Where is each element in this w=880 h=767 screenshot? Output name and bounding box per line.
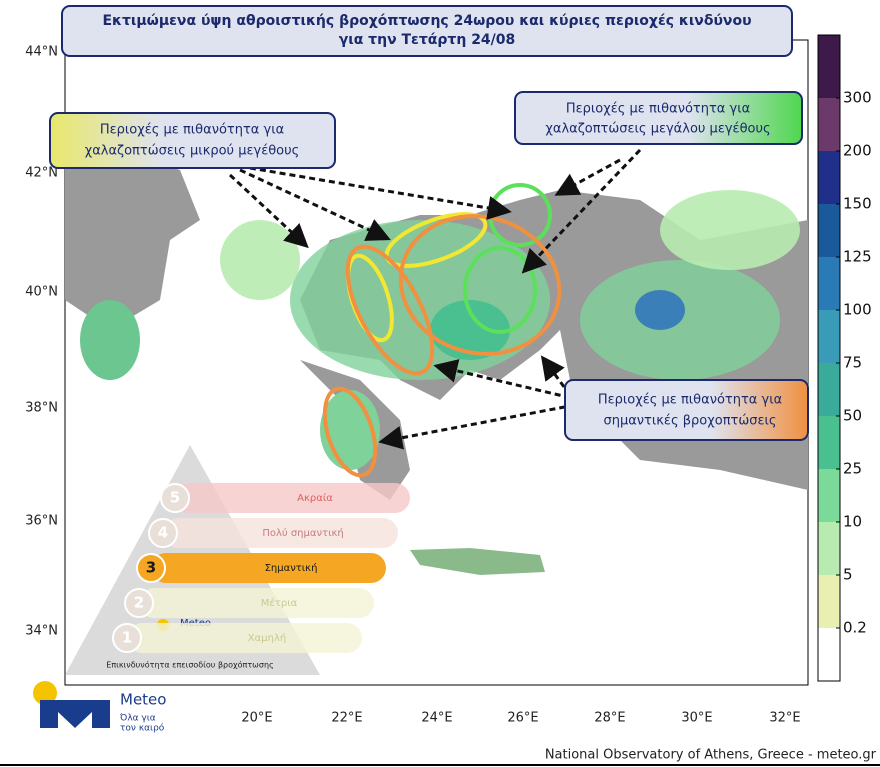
colorbar-label: 25 [843, 460, 862, 478]
colorbar-segment [818, 522, 840, 575]
callout-text: σημαντικές βροχοπτώσεις [603, 414, 776, 429]
lon-label: 22°E [331, 711, 362, 726]
colorbar-segment [818, 151, 840, 204]
colorbar-label: 10 [843, 513, 862, 531]
risk-badge [136, 553, 166, 583]
risk-badge [124, 588, 154, 618]
colorbar-segment [818, 628, 840, 681]
title: Εκτιμώμενα ύψη αθροιστικής βροχόπτωσης 2… [102, 13, 751, 29]
risk-pill [151, 553, 386, 583]
callout-small-hail: Περιοχές με πιθανότητα για χαλαζοπτώσεις… [49, 112, 336, 169]
longitude-labels: 20°E 22°E 24°E 26°E 28°E 30°E 32°E [241, 711, 800, 726]
callout-heavy-rain: Περιοχές με πιθανότητα για σημαντικές βρ… [564, 379, 809, 441]
risk-number: 4 [158, 524, 168, 542]
lon-label: 28°E [594, 711, 625, 726]
lat-label: 34°N [25, 624, 58, 639]
colorbar-segment [818, 98, 840, 151]
title: για την Τετάρτη 24/08 [339, 32, 516, 48]
latitude-labels: 44°N 42°N 40°N 38°N 36°N 34°N [25, 45, 58, 639]
lon-label: 20°E [241, 711, 272, 726]
logo-name: Meteo [120, 691, 166, 709]
colorbar-frame [817, 34, 841, 682]
risk-pill [175, 483, 410, 513]
risk-badge [148, 518, 178, 548]
colorbar-label: 300 [843, 89, 872, 107]
risk-number: 3 [146, 559, 156, 577]
risk-label: Σημαντική [265, 562, 318, 574]
colorbar-segment [818, 310, 840, 363]
logo-tagline: τον καιρό [120, 723, 165, 734]
risk-label: Ακραία [297, 492, 333, 504]
callout-text: Περιοχές με πιθανότητα για [100, 123, 284, 138]
colorbar-label: 150 [843, 195, 872, 213]
lon-label: 30°E [681, 711, 712, 726]
logo: Meteo Όλα για τον καιρό [33, 681, 166, 734]
risk-number: 1 [122, 629, 132, 647]
lat-label: 38°N [25, 401, 58, 416]
colorbar-label: 0.2 [843, 619, 867, 637]
risk-number: 2 [134, 594, 144, 612]
risk-label: Χαμηλή [248, 632, 286, 644]
colorbar-label: 200 [843, 142, 872, 160]
risk-pill [139, 588, 374, 618]
lat-label: 44°N [25, 45, 58, 60]
colorbar-segment [818, 363, 840, 416]
footer: National Observatory of Athens, Greece -… [545, 748, 877, 763]
risk-number: 5 [170, 489, 180, 507]
lat-label: 42°N [25, 166, 58, 181]
colorbar-segment [818, 469, 840, 522]
colorbar: 300 200 150 125 100 75 50 25 10 5 0.2 [817, 34, 872, 682]
risk-label: Μέτρια [261, 597, 298, 609]
lon-label: 26°E [507, 711, 538, 726]
colorbar-label: 50 [843, 407, 862, 425]
colorbar-segment [818, 257, 840, 310]
lon-label: 32°E [769, 711, 800, 726]
title-box: Εκτιμώμενα ύψη αθροιστικής βροχόπτωσης 2… [61, 5, 793, 57]
map-area [64, 39, 809, 686]
callout-text: Περιοχές με πιθανότητα για [598, 393, 782, 408]
colorbar-label: 5 [843, 566, 853, 584]
lon-label: 24°E [421, 711, 452, 726]
risk-badge [112, 623, 142, 653]
callout-text: χαλαζοπτώσεις μεγάλου μεγέθους [545, 122, 770, 137]
colorbar-label: 100 [843, 301, 872, 319]
colorbar-segment [818, 575, 840, 628]
risk-label: Πολύ σημαντική [262, 527, 343, 539]
lat-label: 36°N [25, 514, 58, 529]
risk-badge [160, 483, 190, 513]
risk-pyramid: Επικινδυνότητα επεισοδίου βροχόπτωσης Me… [65, 445, 410, 675]
callout-text: Περιοχές με πιθανότητα για [566, 102, 750, 117]
callout-text: χαλαζοπτώσεις μικρού μεγέθους [85, 144, 300, 159]
colorbar-segment [818, 416, 840, 469]
callout-large-hail: Περιοχές με πιθανότητα για χαλαζοπτώσεις… [514, 91, 803, 145]
risk-caption: Επικινδυνότητα επεισοδίου βροχόπτωσης [106, 660, 273, 670]
colorbar-label: 125 [843, 248, 872, 266]
colorbar-label: 75 [843, 354, 862, 372]
colorbar-segment [818, 35, 840, 98]
lat-label: 40°N [25, 285, 58, 300]
risk-pill [163, 518, 398, 548]
risk-pill [127, 623, 362, 653]
colorbar-segment [818, 204, 840, 257]
logo-tagline: Όλα για [119, 713, 156, 724]
